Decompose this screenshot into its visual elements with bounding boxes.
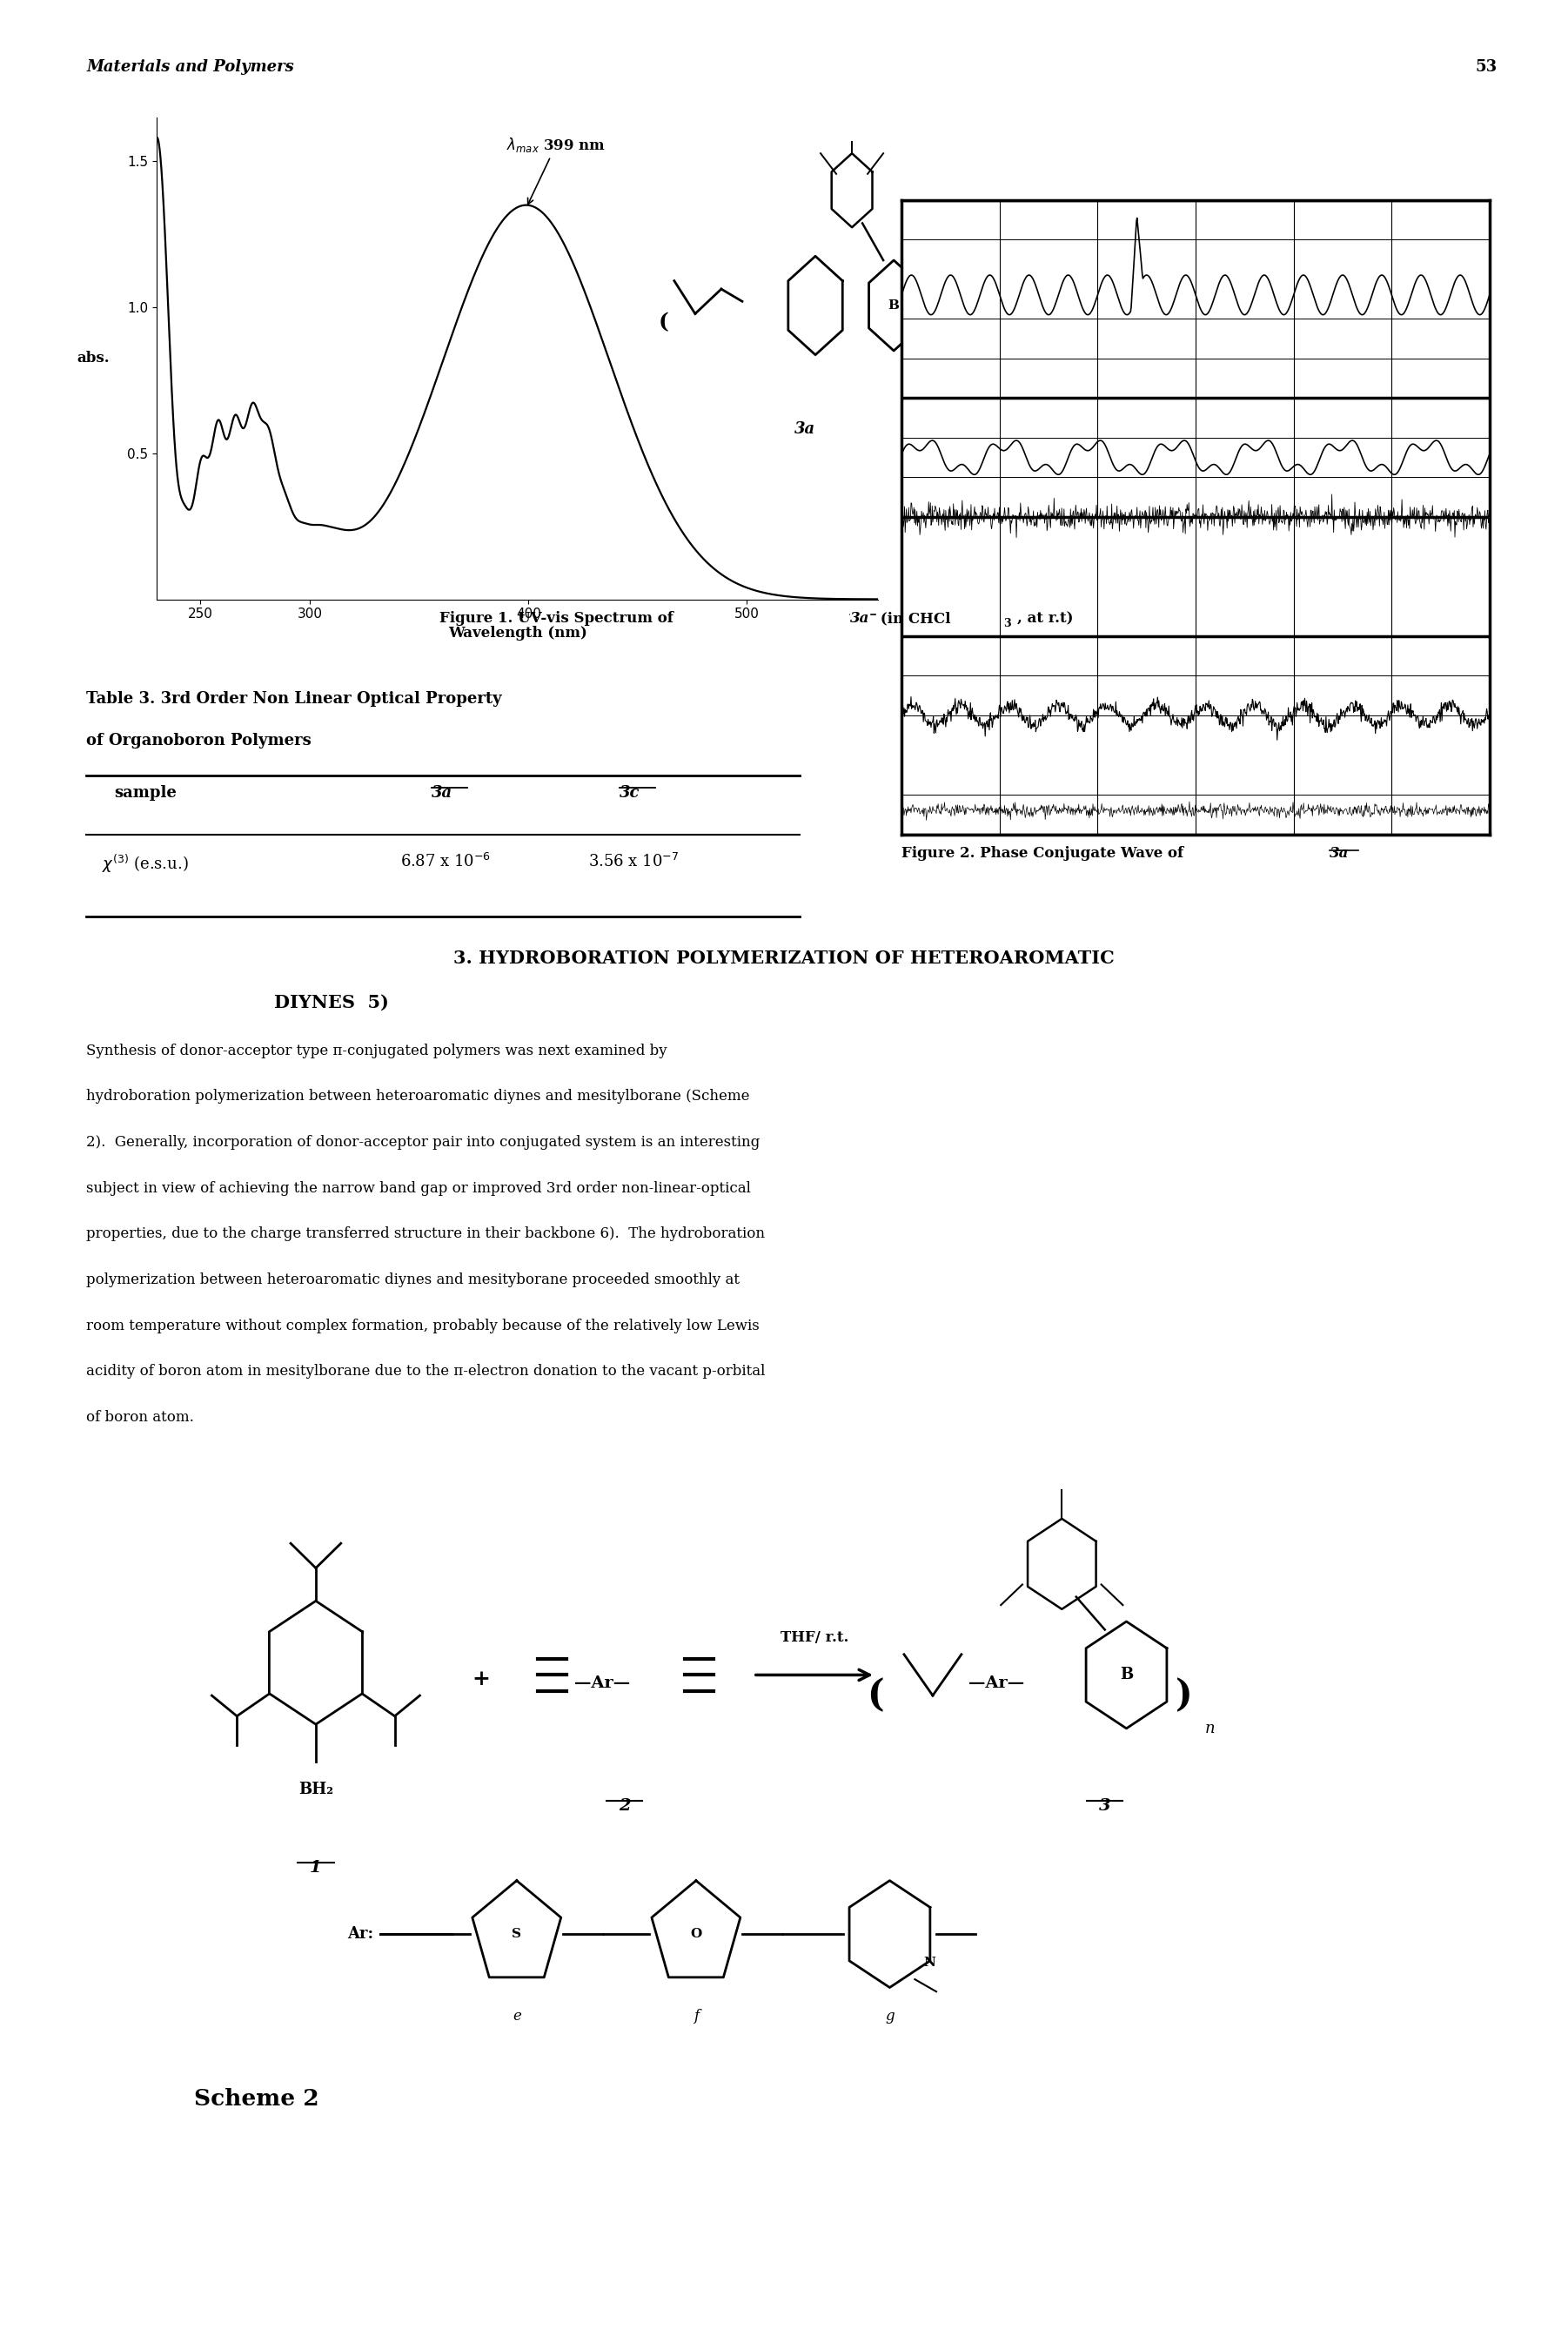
Text: of boron atom.: of boron atom.: [86, 1410, 194, 1424]
Text: 2).  Generally, incorporation of donor-acceptor pair into conjugated system is a: 2). Generally, incorporation of donor-ac…: [86, 1135, 760, 1149]
Text: 2: 2: [618, 1798, 630, 1814]
Text: subject in view of achieving the narrow band gap or improved 3rd order non-linea: subject in view of achieving the narrow …: [86, 1180, 751, 1196]
Text: 3a: 3a: [795, 421, 815, 437]
Text: N: N: [924, 1958, 935, 1969]
Text: polymerization between heteroaromatic diynes and mesityborane proceeded smoothly: polymerization between heteroaromatic di…: [86, 1274, 740, 1288]
Text: (: (: [867, 1678, 884, 1713]
Text: sample: sample: [114, 785, 177, 801]
Text: 3: 3: [1004, 618, 1011, 630]
Text: B: B: [887, 298, 900, 313]
Text: Materials and Polymers: Materials and Polymers: [86, 59, 293, 75]
Text: 3. HYDROBORATION POLYMERIZATION OF HETEROAROMATIC: 3. HYDROBORATION POLYMERIZATION OF HETER…: [453, 949, 1115, 966]
Text: n: n: [946, 331, 955, 345]
Text: (in CHCl: (in CHCl: [875, 611, 950, 625]
Text: n: n: [1206, 1720, 1215, 1737]
Text: 53: 53: [1475, 59, 1497, 75]
Text: BH₂: BH₂: [298, 1781, 334, 1798]
Text: O: O: [690, 1927, 702, 1941]
Text: room temperature without complex formation, probably because of the relatively l: room temperature without complex formati…: [86, 1318, 759, 1332]
X-axis label: Wavelength (nm): Wavelength (nm): [448, 625, 586, 642]
Text: DIYNES  5): DIYNES 5): [274, 994, 389, 1010]
Text: 3a: 3a: [850, 611, 869, 625]
Text: $\chi^{(3)}$ (e.s.u.): $\chi^{(3)}$ (e.s.u.): [102, 853, 188, 874]
Text: 3a: 3a: [1330, 846, 1348, 860]
Text: $\lambda_{max}$ 399 nm: $\lambda_{max}$ 399 nm: [506, 136, 605, 204]
Text: hydroboration polymerization between heteroaromatic diynes and mesitylborane (Sc: hydroboration polymerization between het…: [86, 1088, 750, 1104]
Text: g: g: [884, 2009, 894, 2023]
Text: acidity of boron atom in mesitylborane due to the π-electron donation to the vac: acidity of boron atom in mesitylborane d…: [86, 1363, 765, 1379]
Text: 3c: 3c: [619, 785, 640, 801]
Text: properties, due to the charge transferred structure in their backbone 6).  The h: properties, due to the charge transferre…: [86, 1227, 765, 1241]
Text: S: S: [511, 1927, 522, 1941]
Text: (: (: [659, 313, 670, 331]
Text: Figure 2. Phase Conjugate Wave of: Figure 2. Phase Conjugate Wave of: [902, 846, 1189, 860]
Text: Scheme 2: Scheme 2: [194, 2087, 318, 2110]
Text: 3a: 3a: [431, 785, 452, 801]
Text: ): ): [1174, 1678, 1192, 1713]
Text: —Ar—: —Ar—: [574, 1676, 630, 1692]
Text: ): ): [930, 313, 941, 331]
Text: THF/ r.t.: THF/ r.t.: [781, 1631, 848, 1645]
Text: 1: 1: [310, 1861, 321, 1875]
Text: Synthesis of donor-acceptor type π-conjugated polymers was next examined by: Synthesis of donor-acceptor type π-conju…: [86, 1043, 666, 1058]
Text: 3: 3: [1099, 1798, 1110, 1814]
Text: f: f: [693, 2009, 699, 2023]
Text: Table 3. 3rd Order Non Linear Optical Property: Table 3. 3rd Order Non Linear Optical Pr…: [86, 691, 502, 707]
Text: Ar:: Ar:: [347, 1927, 373, 1941]
Text: , at r.t): , at r.t): [1018, 611, 1074, 625]
Text: B: B: [1120, 1666, 1134, 1683]
Text: Figure 1. UV-vis Spectrum of: Figure 1. UV-vis Spectrum of: [439, 611, 677, 625]
Y-axis label: abs.: abs.: [77, 350, 110, 367]
Text: e: e: [513, 2009, 521, 2023]
Text: +: +: [472, 1668, 489, 1690]
Text: 6.87 x 10$^{-6}$: 6.87 x 10$^{-6}$: [400, 853, 491, 870]
Text: —Ar—: —Ar—: [969, 1676, 1024, 1692]
Text: 3.56 x 10$^{-7}$: 3.56 x 10$^{-7}$: [588, 853, 679, 870]
Text: of Organoboron Polymers: of Organoboron Polymers: [86, 733, 312, 750]
